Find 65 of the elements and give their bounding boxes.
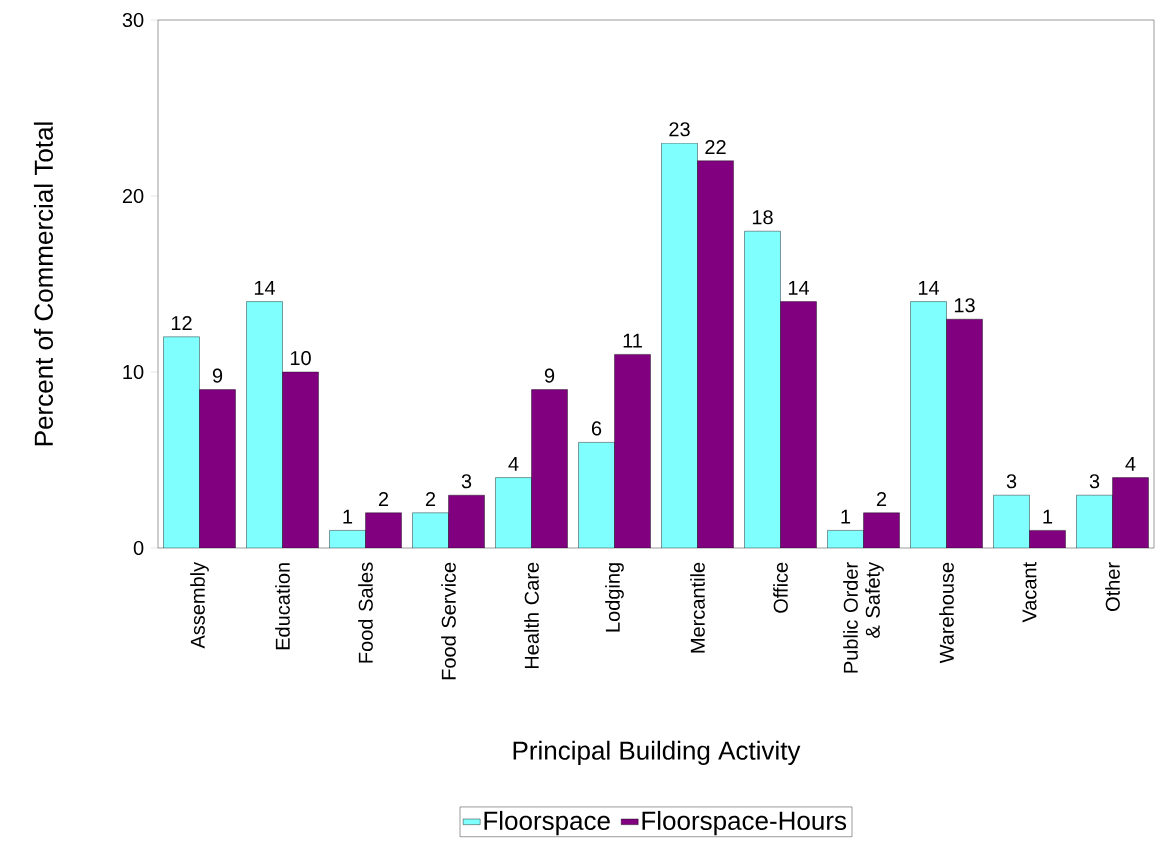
data-label: 9 bbox=[212, 368, 223, 383]
x-tick-label: Public Order & Safety bbox=[843, 561, 884, 673]
x-axis-title: Principal Building Activity bbox=[513, 740, 801, 765]
y-tick-label: 0 bbox=[133, 540, 144, 556]
x-tick-label: Assembly bbox=[190, 561, 209, 649]
data-label: 18 bbox=[752, 210, 773, 225]
bar bbox=[697, 160, 734, 548]
bar bbox=[946, 319, 983, 548]
data-label: 12 bbox=[171, 315, 192, 330]
data-label: 2 bbox=[425, 491, 436, 506]
bar bbox=[863, 512, 900, 548]
bar bbox=[780, 301, 817, 548]
bar bbox=[365, 512, 402, 548]
y-tick-label: 10 bbox=[123, 364, 144, 380]
data-label: 23 bbox=[669, 122, 690, 137]
data-label: 2 bbox=[876, 491, 887, 506]
x-tick-label: Warehouse bbox=[939, 562, 954, 664]
data-label: 14 bbox=[918, 280, 940, 295]
data-label: 22 bbox=[705, 139, 726, 154]
x-tick-label: Food Service bbox=[441, 562, 456, 680]
data-label: 9 bbox=[544, 368, 555, 383]
data-label: 4 bbox=[1125, 456, 1136, 471]
bar bbox=[993, 495, 1030, 548]
data-label: 3 bbox=[1089, 474, 1100, 489]
x-tick-label: Food Sales bbox=[358, 562, 373, 663]
bar bbox=[282, 372, 319, 548]
data-label: 3 bbox=[461, 474, 472, 489]
x-tick-label: Other bbox=[1105, 562, 1120, 611]
data-label: 13 bbox=[954, 298, 975, 313]
data-label: 10 bbox=[290, 350, 311, 366]
data-label: 1 bbox=[343, 509, 353, 524]
data-label: 6 bbox=[591, 421, 602, 436]
bar bbox=[531, 389, 568, 548]
bar bbox=[614, 354, 651, 548]
x-tick-label: Office bbox=[773, 562, 788, 613]
legend-label: Floorspace bbox=[484, 810, 610, 836]
bar bbox=[199, 389, 236, 548]
data-label: 2 bbox=[378, 491, 389, 506]
data-label: 14 bbox=[254, 280, 276, 295]
bar bbox=[448, 495, 485, 548]
bar bbox=[412, 512, 449, 548]
x-tick-label: Education bbox=[275, 563, 290, 650]
x-tick-label: Health Care bbox=[524, 562, 539, 669]
bar bbox=[744, 231, 781, 548]
y-axis-title: Percent of Commercial Total bbox=[33, 122, 53, 446]
bar bbox=[910, 301, 947, 548]
data-label: 11 bbox=[623, 333, 642, 348]
data-label: 1 bbox=[1043, 509, 1053, 524]
x-tick-label: Mercantile bbox=[690, 562, 705, 653]
data-label: 14 bbox=[788, 280, 810, 295]
bar bbox=[495, 477, 532, 548]
y-tick-label: 20 bbox=[122, 188, 144, 204]
data-label: 1 bbox=[841, 509, 851, 524]
x-tick-label: Lodging bbox=[605, 563, 624, 632]
data-label: 4 bbox=[508, 456, 519, 471]
bar bbox=[246, 301, 283, 548]
y-tick-label: 30 bbox=[122, 12, 144, 28]
bar bbox=[1112, 477, 1149, 548]
legend-label: Floorspace-Hours bbox=[642, 810, 847, 836]
bar bbox=[578, 442, 615, 548]
data-label: 3 bbox=[1006, 474, 1017, 489]
x-tick-label: Vacant bbox=[1022, 562, 1037, 623]
bar bbox=[661, 143, 698, 548]
bar bbox=[163, 336, 200, 548]
bar bbox=[1076, 495, 1113, 548]
